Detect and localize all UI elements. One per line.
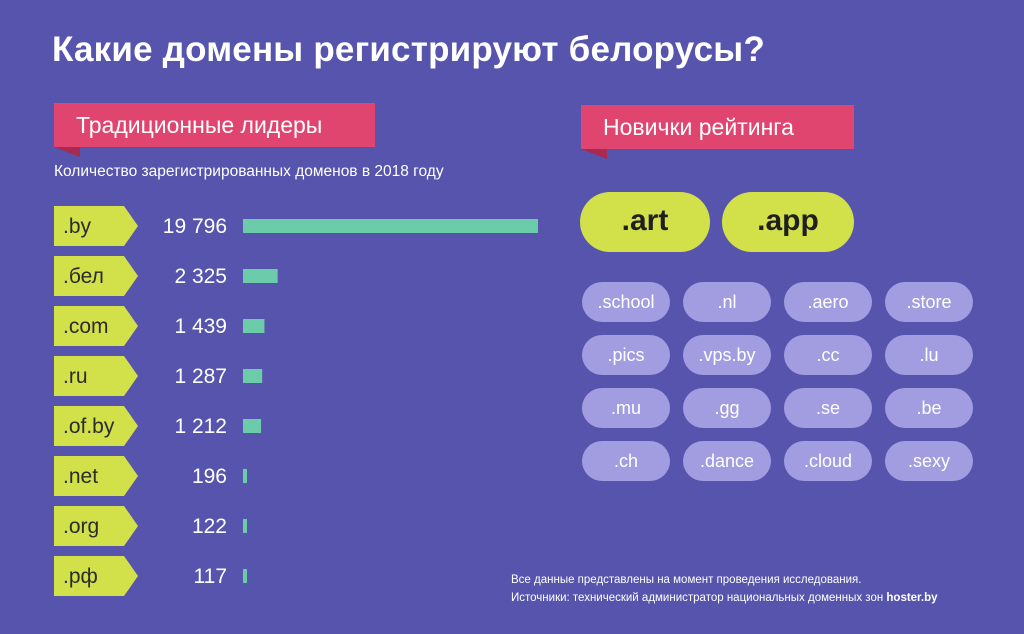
- domain-tag: [54, 506, 138, 546]
- domain-count-bar: [243, 219, 538, 233]
- newcomer-domain-pill: .gg: [683, 388, 771, 428]
- chart-subtitle: Количество зарегистрированных доменов в …: [54, 163, 444, 180]
- domain-count-bar: [243, 319, 265, 333]
- newcomer-domain-pill: .pics: [582, 335, 670, 375]
- traditional-leaders-ribbon: Традиционные лидеры: [54, 103, 375, 147]
- domain-count-bar: [243, 469, 247, 483]
- page-title: Какие домены регистрируют белорусы?: [52, 30, 765, 69]
- newcomer-domain-pill: .mu: [582, 388, 670, 428]
- domain-tag: [54, 256, 138, 296]
- newcomer-domain-pill: .lu: [885, 335, 973, 375]
- domain-count-label: 1 439: [174, 315, 227, 338]
- domain-tag-label: .net: [63, 465, 98, 488]
- newcomer-domain-pill: .cloud: [784, 441, 872, 481]
- domain-tag: [54, 206, 138, 246]
- domain-count-label: 19 796: [163, 215, 227, 238]
- newcomer-domain-pill: .aero: [784, 282, 872, 322]
- newcomer-domain-pill: .se: [784, 388, 872, 428]
- domain-count-bar: [243, 269, 278, 283]
- footer-source-link: hoster.by: [886, 592, 938, 604]
- domain-count-label: 1 287: [174, 365, 227, 388]
- newcomers-ribbon: Новички рейтинга: [581, 105, 854, 149]
- domain-tag-label: .рф: [63, 565, 98, 588]
- newcomer-domain-pill: .school: [582, 282, 670, 322]
- newcomer-domain-pill: .cc: [784, 335, 872, 375]
- domain-count-label: 2 325: [174, 265, 227, 288]
- ribbon-fold-right: [581, 149, 607, 159]
- footer-line-1: Все данные представлены на момент провед…: [511, 574, 862, 586]
- domain-tag: [54, 306, 138, 346]
- domain-tag: [54, 356, 138, 396]
- newcomer-domain-pill: .ch: [582, 441, 670, 481]
- domain-count-label: 122: [192, 515, 227, 538]
- domain-count-bar: [243, 369, 263, 383]
- newcomer-domain-pill: .nl: [683, 282, 771, 322]
- domain-tag: [54, 456, 138, 496]
- domain-count-label: 1 212: [174, 415, 227, 438]
- domain-count-label: 196: [192, 465, 227, 488]
- footer-line-2: Источники: технический администратор нац…: [511, 589, 938, 607]
- domain-tag-label: .ru: [63, 365, 88, 388]
- domain-count-bar: [243, 519, 247, 533]
- ribbon-fold-left: [54, 147, 80, 157]
- domain-count-label: 117: [194, 565, 227, 588]
- domain-tag-label: .бел: [63, 265, 104, 288]
- newcomer-domain-pill: .dance: [683, 441, 771, 481]
- domain-tag-label: .of.by: [63, 415, 115, 438]
- domain-tag-label: .org: [63, 515, 99, 538]
- newcomer-domain-pill: .store: [885, 282, 973, 322]
- domain-tag-label: .com: [63, 315, 109, 338]
- featured-domain-pill: .app: [722, 192, 854, 252]
- domain-tag: [54, 406, 138, 446]
- footer-sources: Источники: технический администратор нац…: [511, 592, 887, 604]
- domain-bar-chart: .by 19 796 .бел 2 325 .com 1 439 .ru 1 287 .of.b…: [54, 206, 538, 596]
- newcomer-domains-grid: .school .nl .aero .store .pics .vps.by .cc .lu.…: [582, 282, 973, 481]
- domain-tag: [54, 556, 138, 596]
- newcomer-domain-pill: .sexy: [885, 441, 973, 481]
- domain-count-bar: [243, 419, 262, 433]
- newcomer-domain-pill: .vps.by: [683, 335, 771, 375]
- domain-count-bar: [243, 569, 247, 583]
- newcomer-domain-pill: .be: [885, 388, 973, 428]
- domain-tag-label: .by: [63, 215, 92, 238]
- footer-note: Все данные представлены на момент провед…: [511, 571, 938, 607]
- featured-domain-pill: .art: [580, 192, 710, 252]
